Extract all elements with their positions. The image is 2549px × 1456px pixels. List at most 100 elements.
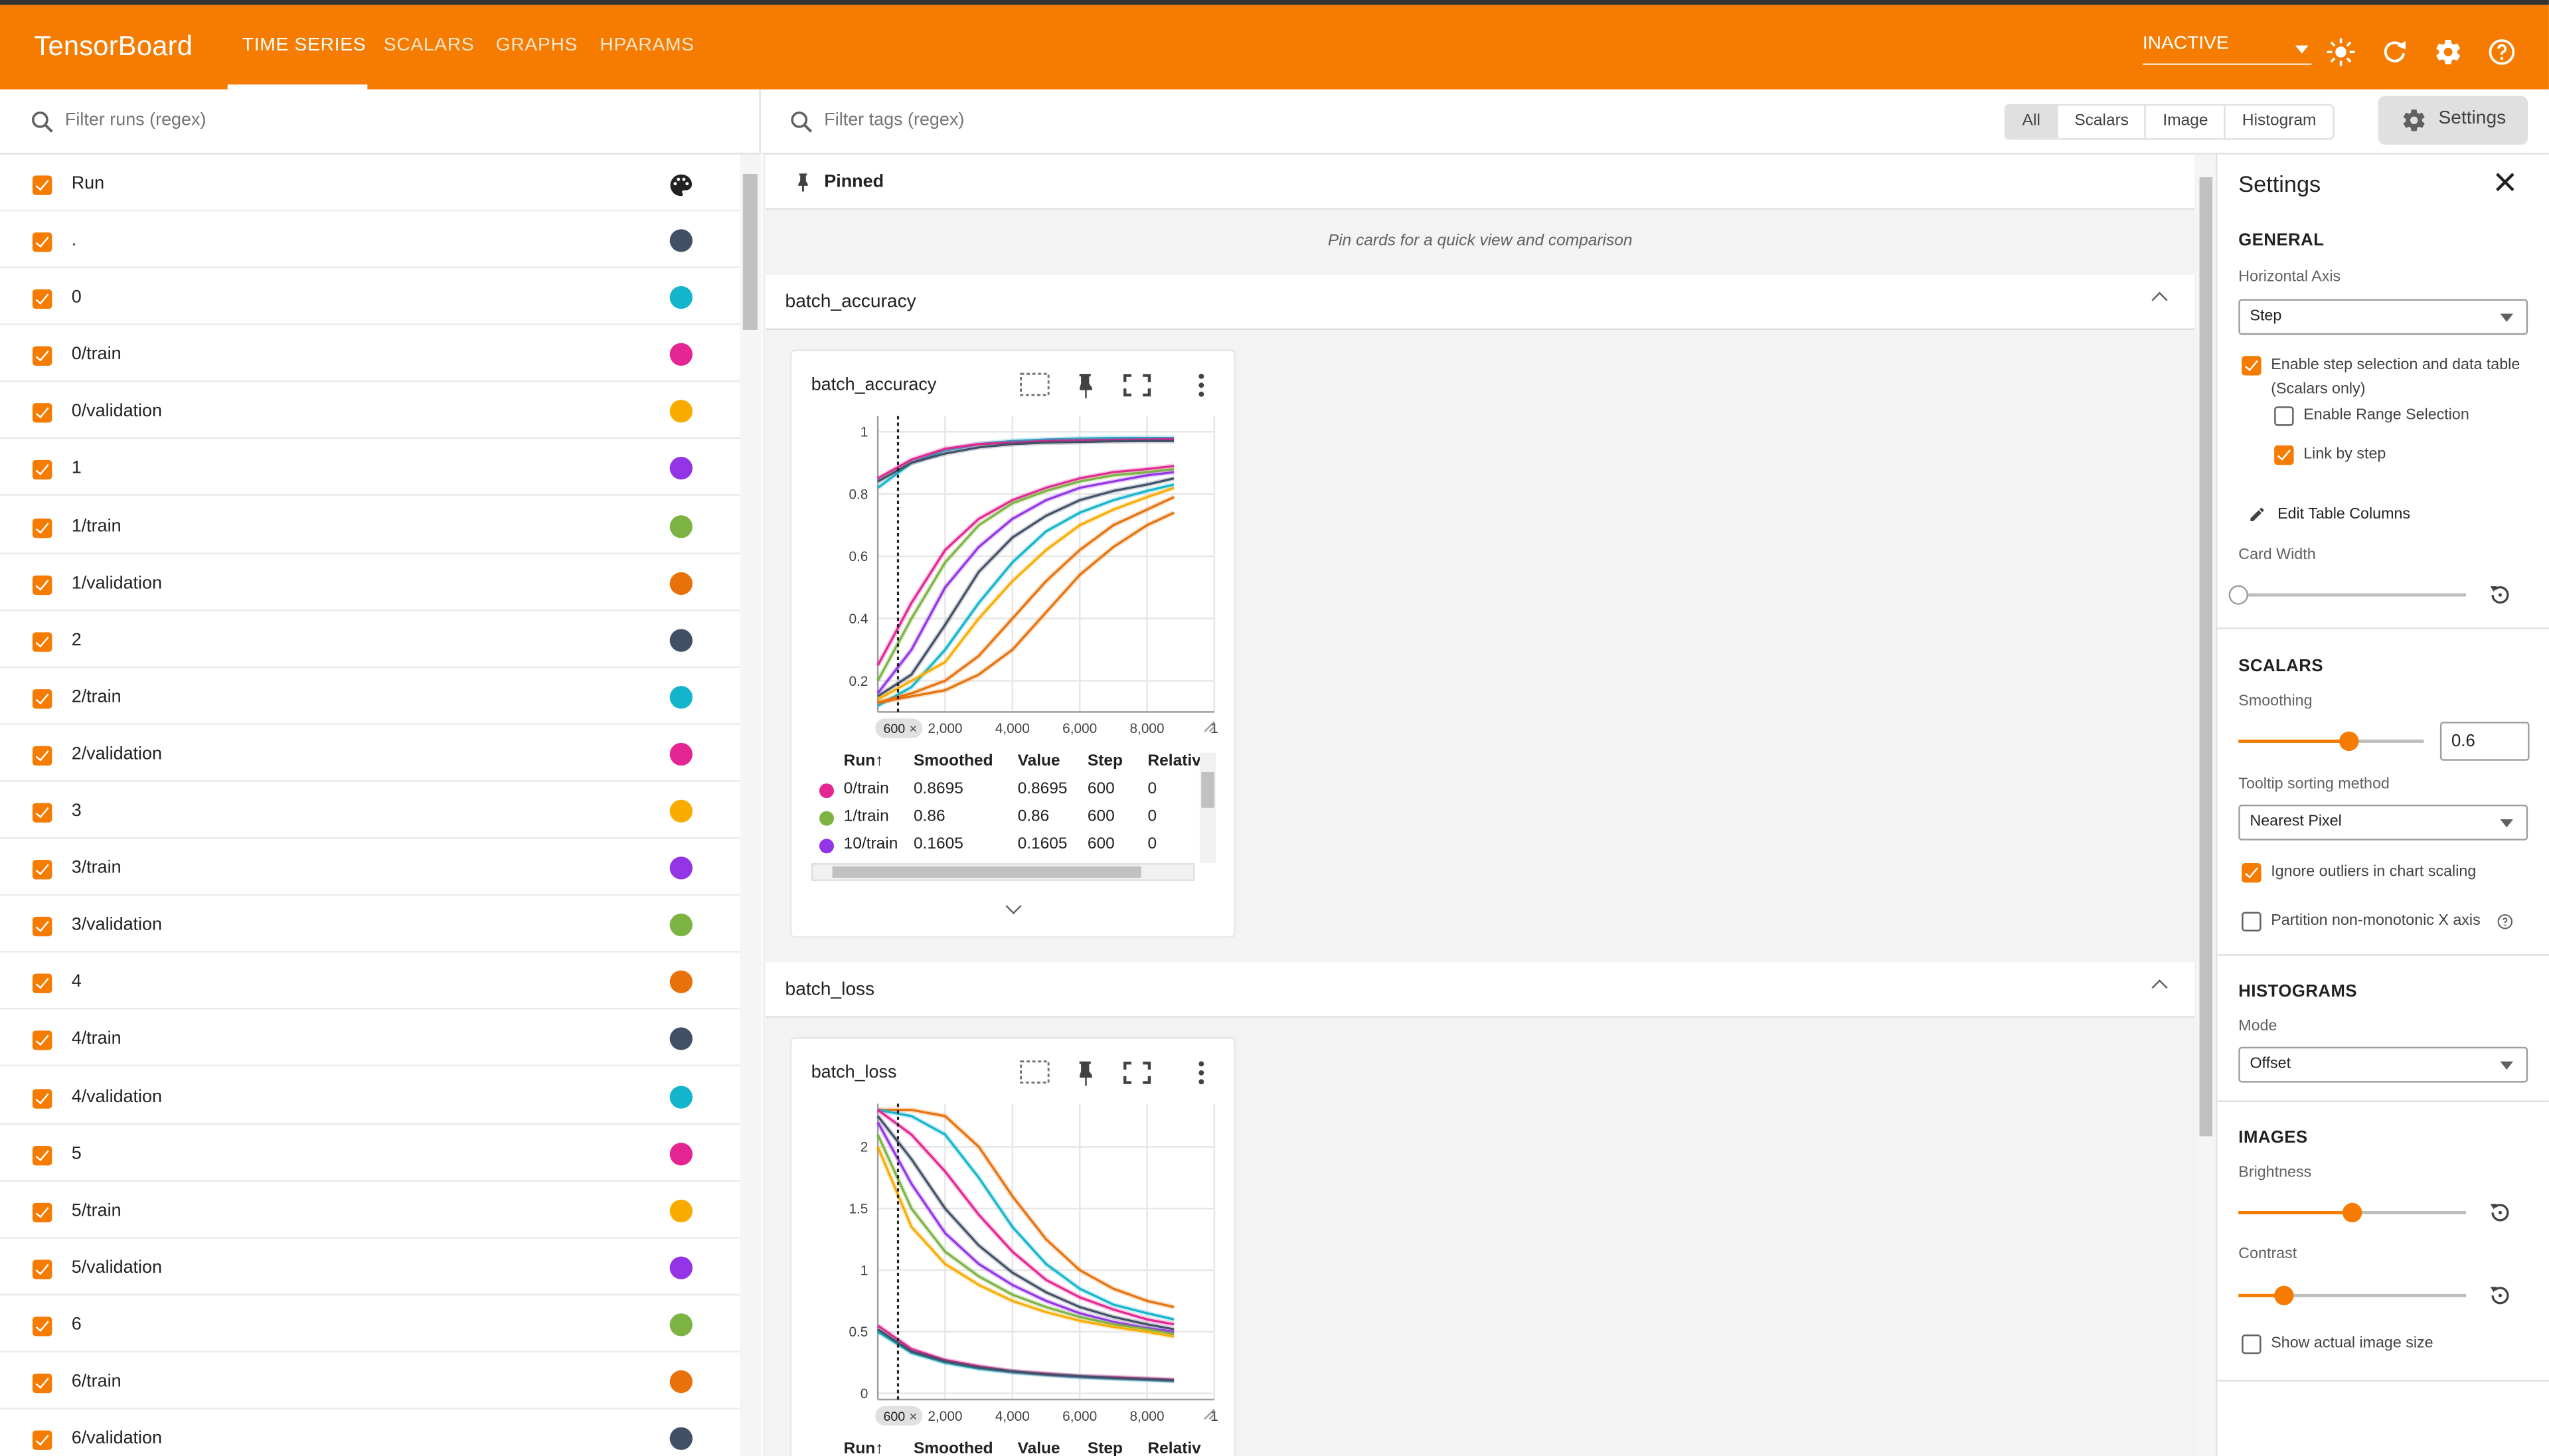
contrast-slider-thumb[interactable] <box>2274 1285 2294 1305</box>
run-row[interactable]: 1 <box>0 440 740 497</box>
tab-hparams[interactable]: HPARAMS <box>600 35 695 56</box>
run-checkbox[interactable] <box>32 1430 52 1451</box>
fullscreen-icon[interactable] <box>1123 374 1151 397</box>
table-vertical-scrollbar[interactable] <box>1199 752 1216 864</box>
more-vert-icon[interactable] <box>1198 373 1204 397</box>
run-row[interactable]: 6/validation <box>0 1410 740 1456</box>
run-color-swatch[interactable] <box>669 1370 693 1394</box>
histogram-mode-select[interactable]: Offset <box>2238 1046 2528 1083</box>
tab-time-series[interactable]: TIME SERIES <box>242 35 367 56</box>
run-row[interactable]: 2/validation <box>0 725 740 782</box>
filter-scalars[interactable]: Scalars <box>2058 106 2147 139</box>
refresh-icon[interactable] <box>2380 37 2409 66</box>
run-checkbox[interactable] <box>32 574 52 595</box>
table-vertical-scrollbar-thumb[interactable] <box>1201 771 1214 808</box>
run-color-swatch[interactable] <box>669 571 693 595</box>
reload-status-select[interactable]: INACTIVE <box>2142 34 2312 65</box>
tab-graphs[interactable]: GRAPHS <box>495 35 578 56</box>
tooltip-sort-select[interactable]: Nearest Pixel <box>2238 804 2528 841</box>
content-scrollbar[interactable] <box>2196 154 2216 1456</box>
run-checkbox[interactable] <box>32 460 52 481</box>
run-checkbox[interactable] <box>32 974 52 994</box>
smoothing-slider-thumb[interactable] <box>2340 731 2360 752</box>
run-color-swatch[interactable] <box>669 742 693 766</box>
run-color-swatch[interactable] <box>669 856 693 880</box>
run-row[interactable]: 3 <box>0 782 740 839</box>
run-row[interactable]: 3/validation <box>0 896 740 953</box>
line-chart-batch-loss[interactable]: 0 0.5 1 1.5 2 2,000 4,000 6,000 8,000 1 600 × <box>791 1097 1237 1435</box>
run-row[interactable]: 6/train <box>0 1352 740 1410</box>
select-all-checkbox[interactable] <box>32 175 52 195</box>
help-icon[interactable] <box>2497 914 2513 930</box>
chevron-up-icon[interactable] <box>2151 979 2168 996</box>
chevron-up-icon[interactable] <box>2151 291 2168 308</box>
reset-icon[interactable] <box>2487 582 2513 607</box>
run-color-swatch[interactable] <box>669 685 693 708</box>
runs-scrollbar[interactable] <box>739 154 761 1456</box>
run-checkbox[interactable] <box>32 746 52 766</box>
step-selection-checkbox[interactable] <box>2242 356 2261 376</box>
run-row[interactable]: 5/validation <box>0 1238 740 1295</box>
run-checkbox[interactable] <box>32 860 52 880</box>
run-color-swatch[interactable] <box>669 1427 693 1451</box>
run-color-swatch[interactable] <box>669 971 693 994</box>
run-color-swatch[interactable] <box>669 1199 693 1222</box>
table-horizontal-scrollbar-thumb[interactable] <box>832 866 1141 878</box>
run-color-swatch[interactable] <box>669 400 693 424</box>
run-checkbox[interactable] <box>32 1088 52 1108</box>
run-checkbox[interactable] <box>32 1145 52 1165</box>
run-checkbox[interactable] <box>32 688 52 708</box>
col-relative[interactable]: Relativ <box>1147 752 1201 771</box>
run-row[interactable]: 6 <box>0 1295 740 1352</box>
content-scrollbar-thumb[interactable] <box>2199 177 2213 1137</box>
card-width-slider-thumb[interactable] <box>2228 585 2248 605</box>
contrast-slider-track[interactable] <box>2238 1293 2467 1297</box>
reset-icon[interactable] <box>2487 1200 2513 1226</box>
run-color-swatch[interactable] <box>669 1085 693 1108</box>
pin-icon[interactable] <box>1079 1061 1092 1086</box>
run-color-swatch[interactable] <box>669 457 693 481</box>
range-selection-checkbox[interactable] <box>2274 406 2294 426</box>
col-run[interactable]: Run↑ <box>844 1440 884 1456</box>
help-icon[interactable] <box>2487 37 2516 66</box>
col-value[interactable]: Value <box>1017 1440 1060 1456</box>
tags-filter-input[interactable]: Filter tags (regex) <box>824 110 965 130</box>
close-icon[interactable]: × <box>910 722 917 736</box>
run-row[interactable]: 1/validation <box>0 554 740 611</box>
link-by-step-checkbox[interactable] <box>2274 445 2294 465</box>
partition-checkbox[interactable] <box>2242 912 2261 931</box>
run-color-swatch[interactable] <box>669 514 693 538</box>
run-color-swatch[interactable] <box>669 229 693 252</box>
gear-icon[interactable] <box>2433 37 2463 66</box>
section-header-batch-accuracy[interactable]: batch_accuracy <box>766 274 2195 331</box>
run-color-swatch[interactable] <box>669 914 693 937</box>
close-icon[interactable]: × <box>910 1410 917 1424</box>
run-checkbox[interactable] <box>32 1259 52 1279</box>
run-color-swatch[interactable] <box>669 628 693 652</box>
actual-size-checkbox[interactable] <box>2242 1335 2261 1354</box>
ignore-outliers-checkbox[interactable] <box>2242 863 2261 883</box>
table-horizontal-scrollbar[interactable] <box>811 863 1195 881</box>
brightness-slider-thumb[interactable] <box>2343 1202 2362 1223</box>
run-row[interactable]: 4/validation <box>0 1067 740 1124</box>
run-color-swatch[interactable] <box>669 286 693 309</box>
run-checkbox[interactable] <box>32 803 52 823</box>
run-checkbox[interactable] <box>32 403 52 424</box>
fit-domain-icon[interactable] <box>1020 372 1050 396</box>
tab-scalars[interactable]: SCALARS <box>383 35 475 56</box>
run-checkbox[interactable] <box>32 1373 52 1394</box>
run-checkbox[interactable] <box>32 631 52 652</box>
close-icon[interactable] <box>2494 171 2516 193</box>
line-chart-batch-accuracy[interactable]: 0.2 0.4 0.6 0.8 1 2,000 4,000 6,000 8,000 1 600 × <box>791 410 1237 748</box>
run-checkbox[interactable] <box>32 1031 52 1051</box>
run-row[interactable]: 4/train <box>0 1010 740 1068</box>
run-color-swatch[interactable] <box>669 1028 693 1051</box>
horizontal-axis-select[interactable]: Step <box>2238 299 2528 335</box>
run-color-swatch[interactable] <box>669 799 693 823</box>
run-color-swatch[interactable] <box>669 1142 693 1165</box>
run-row[interactable]: 5 <box>0 1124 740 1181</box>
expand-chevron-icon[interactable] <box>1005 898 1022 915</box>
section-header-batch-loss[interactable]: batch_loss <box>766 962 2195 1018</box>
run-row[interactable]: 1/train <box>0 497 740 554</box>
run-row[interactable]: 2 <box>0 611 740 668</box>
